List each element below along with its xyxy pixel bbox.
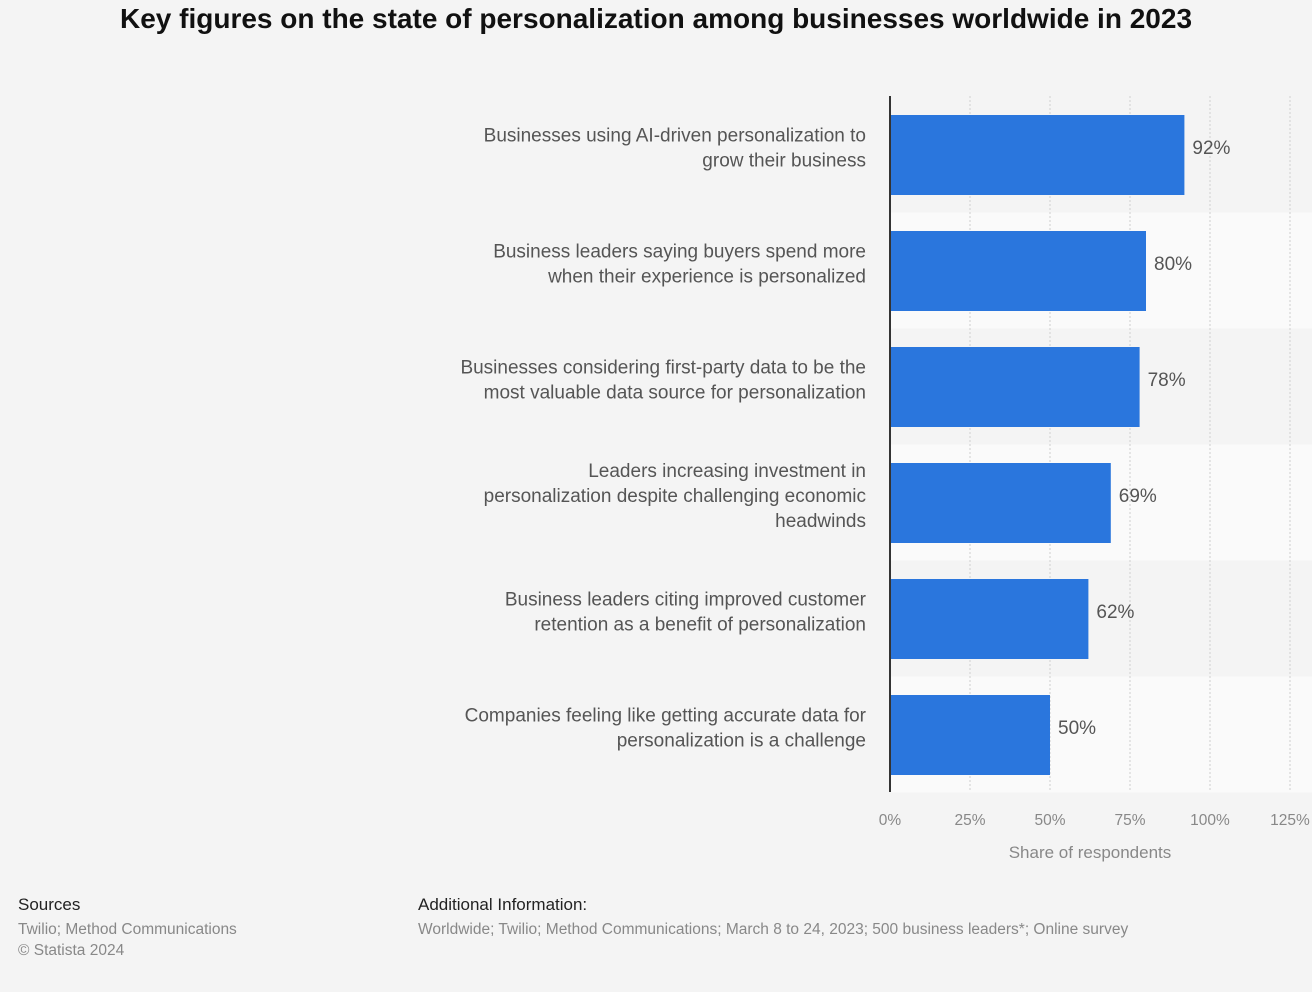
category-label: Business leaders citing improved custome… [505,590,867,636]
x-tick-label: 25% [954,812,985,829]
bar [890,695,1050,775]
x-tick-label: 125% [1270,812,1310,829]
value-label: 80% [1154,254,1192,275]
bar [890,115,1185,195]
x-axis-title: Share of respondents [1009,843,1172,862]
category-label: Companies feeling like getting accurate … [465,706,867,752]
value-label: 69% [1119,486,1157,507]
bar [890,579,1089,659]
chart-title: Key figures on the state of personalizat… [119,3,1193,34]
sources-block: Sources Twilio; Method Communications © … [18,895,237,961]
category-label: Businesses considering first-party data … [460,358,866,404]
bar-chart: 92% Businesses using AI-driven personaliz… [460,96,1312,862]
additional-info-text: Worldwide; Twilio; Method Communications… [418,921,1129,938]
bar [890,347,1140,427]
value-label: 92% [1192,138,1230,159]
copyright-text: © Statista 2024 [18,942,125,959]
category-label: Leaders increasing investment in personal… [484,461,866,532]
x-tick-label: 0% [879,812,902,829]
x-tick-label: 100% [1190,812,1230,829]
additional-info-heading: Additional Information: [418,895,588,914]
value-label: 50% [1058,718,1096,739]
x-tick-label: 50% [1034,812,1065,829]
sources-heading: Sources [18,895,81,914]
sources-text: Twilio; Method Communications [18,921,237,938]
bar [890,231,1146,311]
bar [890,463,1111,543]
additional-info-block: Additional Information: Worldwide; Twili… [418,895,1128,940]
category-label: Businesses using AI-driven personalizati… [484,126,866,172]
category-label: Business leaders saying buyers spend mor… [493,242,866,288]
value-label: 62% [1096,602,1134,623]
x-tick-label: 75% [1114,812,1145,829]
value-label: 78% [1148,370,1186,391]
